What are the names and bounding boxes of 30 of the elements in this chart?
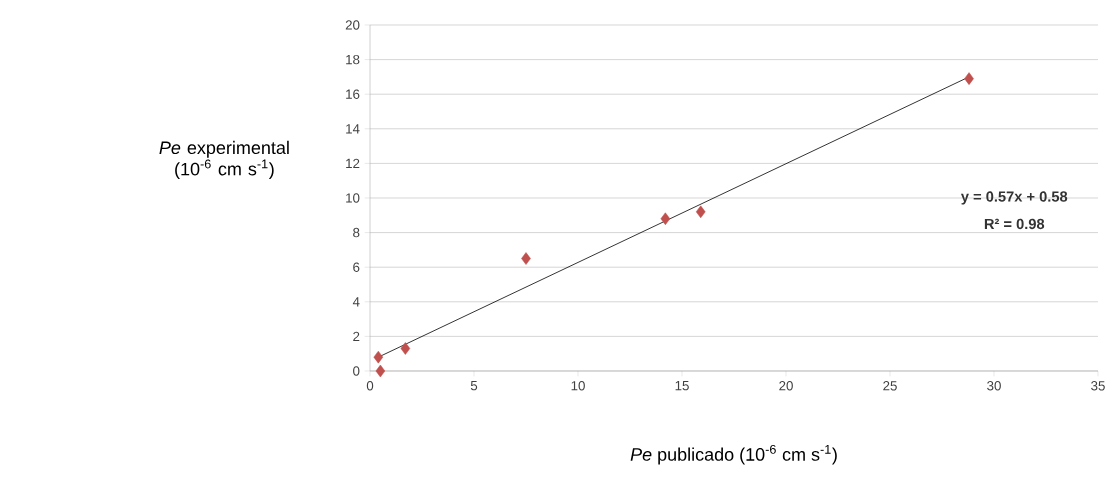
point [521, 252, 531, 265]
x-tick-label: 35 [1091, 381, 1105, 391]
y-tick-label: 4 [352, 297, 360, 307]
x-tick-label: 30 [987, 381, 1001, 391]
y-tick-label: 8 [353, 227, 360, 238]
y-tick-label: 16 [346, 89, 360, 99]
y-tick-label: 12 [346, 158, 360, 169]
y-tick-label: 2 [353, 331, 360, 342]
x-axis-title: Pe publicado (10$^{-6}$ cm s$^{-1}$) [630, 444, 837, 465]
x-tick-label: 5 [470, 381, 478, 391]
y-tick-label: 0 [353, 366, 360, 376]
point [964, 72, 974, 85]
point [660, 212, 671, 226]
x-tick-label: 10 [571, 381, 585, 391]
point [695, 205, 706, 219]
y-axis-title: Pe experimental (10$^{-6}$ cm s$^{-1}$) [159, 140, 289, 179]
y-tick-label: 14 [346, 124, 360, 134]
y-tick-label: 20 [345, 20, 360, 30]
annotation: y = 0.57x + 0.58 [960, 191, 1068, 205]
x-tick-label: 15 [675, 381, 689, 391]
point [373, 350, 384, 364]
x-tick-label: 20 [779, 381, 793, 391]
y-tick-label: 10 [346, 193, 360, 203]
annotation: R² = 0.98 [984, 218, 1045, 230]
x-tick-label: 0 [366, 381, 374, 391]
y-tick-label: 6 [353, 262, 360, 272]
point [400, 342, 411, 355]
point [375, 364, 386, 378]
y-tick-label: 18 [346, 54, 360, 65]
x-tick-label: 25 [883, 381, 897, 391]
